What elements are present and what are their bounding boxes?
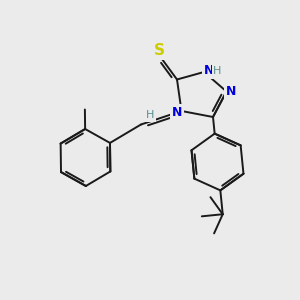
Text: N: N	[204, 64, 214, 77]
Text: H: H	[213, 65, 222, 76]
Text: S: S	[154, 43, 164, 58]
Text: N: N	[172, 106, 182, 119]
Text: N: N	[226, 85, 236, 98]
Text: H: H	[146, 110, 154, 120]
